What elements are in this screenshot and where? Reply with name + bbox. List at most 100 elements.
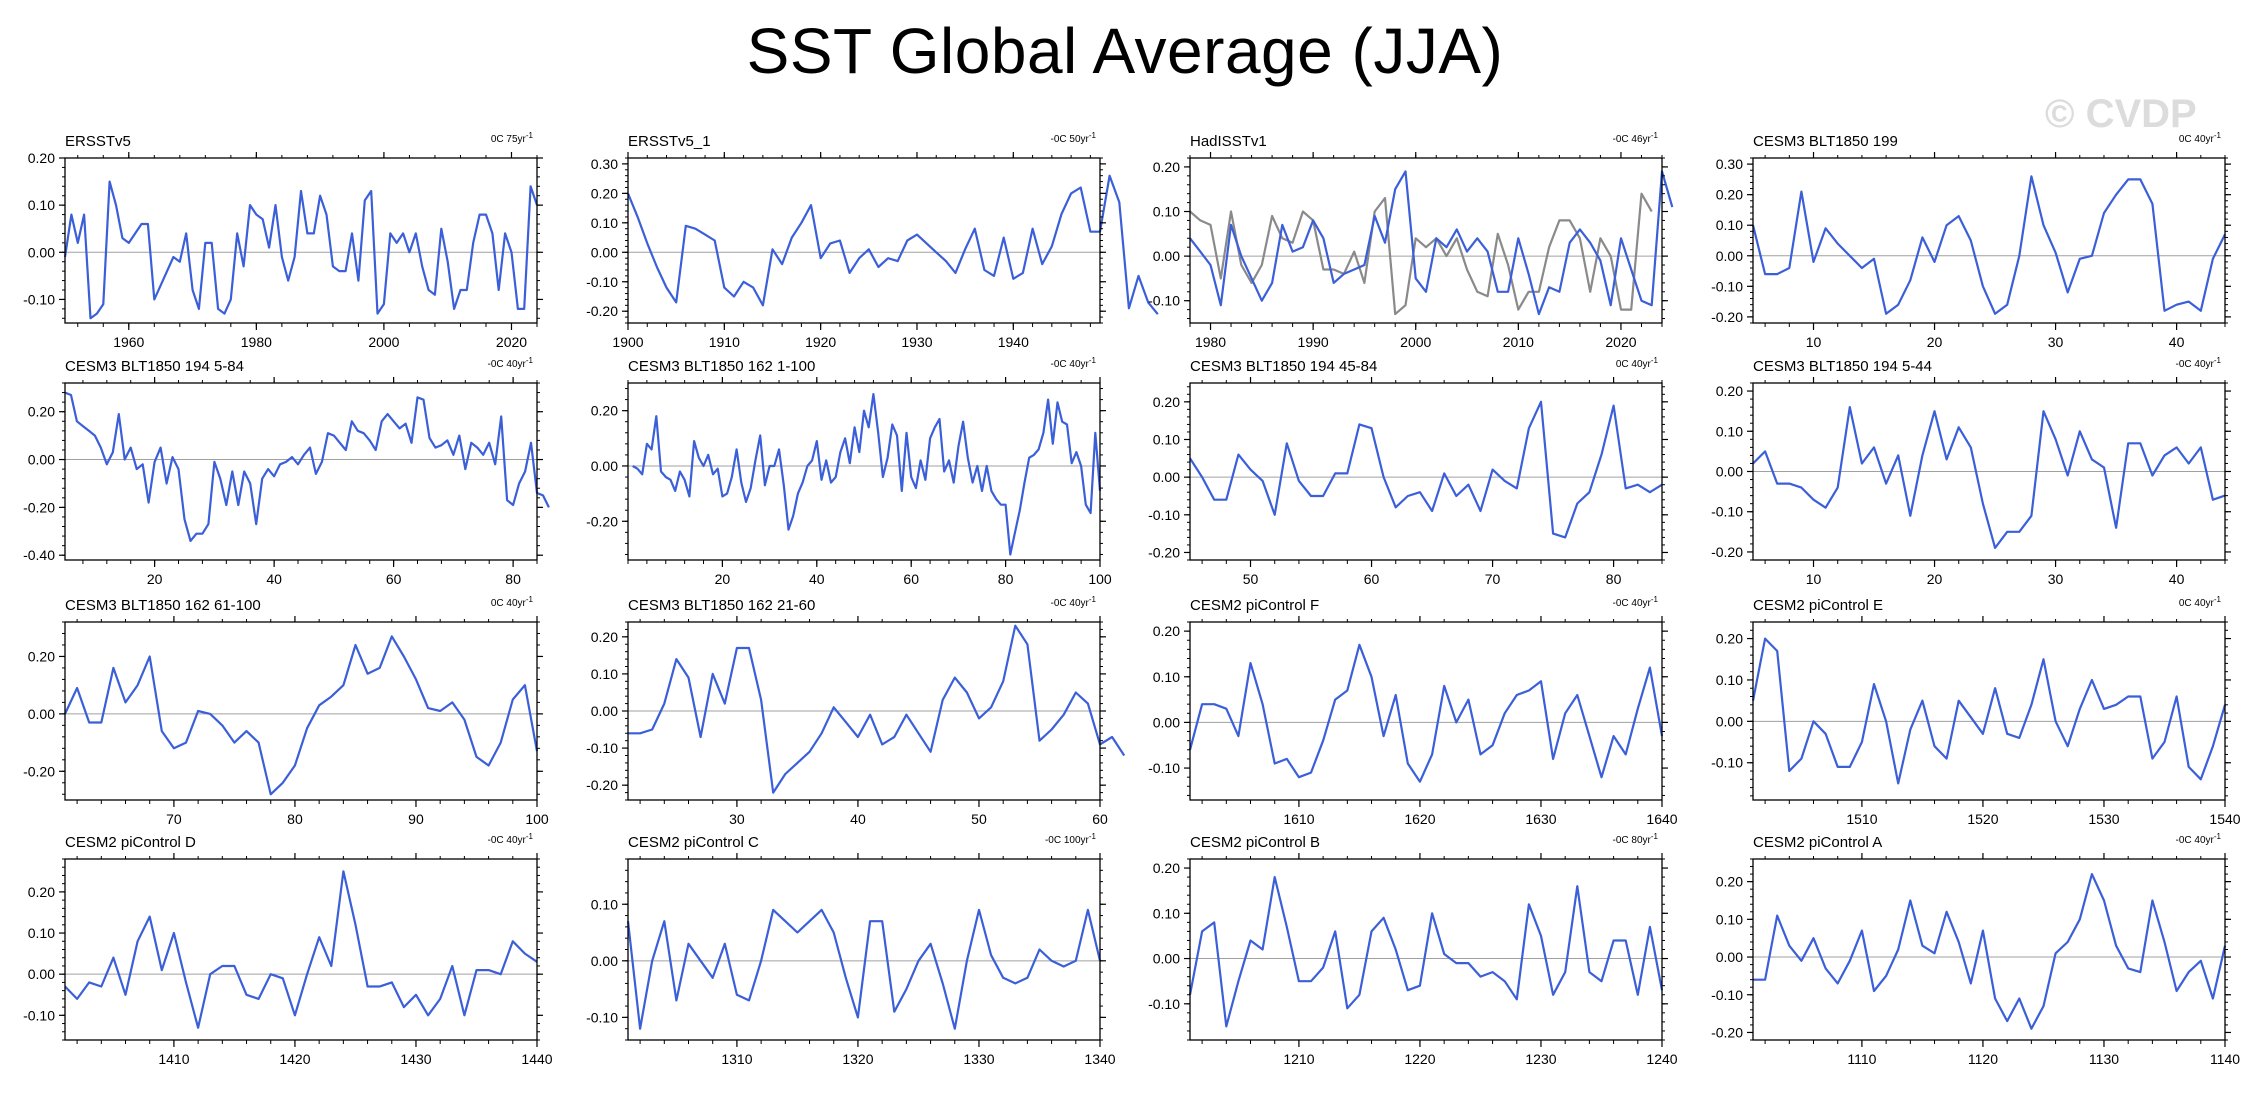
x-tick-label: 2020 <box>496 334 527 350</box>
series-line <box>626 174 1159 315</box>
x-tick-label: 1540 <box>2209 811 2240 827</box>
series-line <box>1751 637 2227 785</box>
x-tick-label: 1980 <box>241 334 272 350</box>
y-tick-label: 0.00 <box>1153 248 1180 264</box>
trend-label: -0C 46yr-1 <box>1613 131 1659 145</box>
x-tick-label: 100 <box>1088 571 1112 587</box>
y-tick-label: -0.10 <box>586 740 618 756</box>
y-tick-label: -0.10 <box>1711 278 1743 294</box>
x-tick-label: 1900 <box>612 334 643 350</box>
trend-label: 0C 40yr-1 <box>2179 595 2222 609</box>
trend-label: -0C 40yr-1 <box>1051 356 1097 370</box>
x-tick-label: 70 <box>1485 571 1501 587</box>
x-tick-label: 80 <box>998 571 1014 587</box>
panel-13: -0.10 0.00 0.10 0.20 1410 1420 1430 1440 CESM2 p… <box>23 832 553 1067</box>
y-tick-label: 0.10 <box>1716 217 1743 233</box>
plot-frame <box>64 157 538 324</box>
x-tick-label: 1420 <box>279 1051 310 1067</box>
x-tick-label: 10 <box>1806 571 1822 587</box>
panel-title: CESM3 BLT1850 162 1-100 <box>628 358 815 375</box>
series-line <box>1188 875 1664 1028</box>
x-tick-label: 1340 <box>1084 1051 1115 1067</box>
y-tick-label: -0.10 <box>1148 293 1180 309</box>
x-tick-label: 2010 <box>1503 334 1534 350</box>
x-tick-label: 40 <box>2169 571 2185 587</box>
y-tick-label: -0.10 <box>23 291 55 307</box>
series-line <box>1189 400 1663 539</box>
x-tick-label: 1530 <box>2088 811 2119 827</box>
panel-title: CESM3 BLT1850 199 <box>1753 133 1898 150</box>
trend-label: -0C 40yr-1 <box>488 832 534 846</box>
x-tick-label: 40 <box>2169 334 2185 350</box>
x-tick-label: 80 <box>505 571 521 587</box>
panel-16: -0.20 -0.10 0.00 0.10 0.20 1110 1120 1130 1140 CE… <box>1711 832 2240 1067</box>
panel-title: CESM2 piControl F <box>1190 597 1319 614</box>
page-title: SST Global Average (JJA) <box>746 15 1504 87</box>
y-tick-label: 0.20 <box>591 629 618 645</box>
panel-2: -0.20 -0.10 0.00 0.10 0.20 0.30 1900 1910 1920 19… <box>586 131 1159 350</box>
y-tick-label: 0.00 <box>1716 464 1743 480</box>
y-tick-label: 0.20 <box>1153 159 1180 175</box>
y-tick-label: -0.10 <box>1711 504 1743 520</box>
y-tick-label: -0.20 <box>23 499 55 515</box>
trend-label: -0C 100yr-1 <box>1045 832 1097 846</box>
x-tick-label: 20 <box>147 571 163 587</box>
x-tick-label: 40 <box>850 811 866 827</box>
x-tick-label: 1620 <box>1404 811 1435 827</box>
x-tick-label: 1520 <box>1967 811 1998 827</box>
x-tick-label: 80 <box>287 811 303 827</box>
x-tick-label: 90 <box>408 811 424 827</box>
y-tick-label: 0.00 <box>28 244 55 260</box>
panel-15: -0.10 0.00 0.10 0.20 1210 1220 1230 1240 CESM2 p… <box>1148 832 1678 1067</box>
x-tick-label: 1910 <box>709 334 740 350</box>
y-tick-label: -0.20 <box>1148 544 1180 560</box>
y-tick-label: 0.10 <box>1153 669 1180 685</box>
y-tick-label: 0.10 <box>1716 911 1743 927</box>
y-tick-label: -0.40 <box>23 547 55 563</box>
panel-title: ERSSTv5 <box>65 133 131 150</box>
x-tick-label: 30 <box>2048 334 2064 350</box>
x-tick-label: 50 <box>1243 571 1259 587</box>
panel-4: -0.20 -0.10 0.00 0.10 0.20 0.30 10 20 30 40 CESM3 … <box>1711 131 2231 350</box>
panel-title: ERSSTv5_1 <box>628 133 711 150</box>
series-line <box>1189 192 1653 316</box>
panel-title: CESM2 piControl B <box>1190 834 1320 851</box>
x-tick-label: 2000 <box>368 334 399 350</box>
x-tick-label: 1510 <box>1846 811 1877 827</box>
x-tick-label: 2020 <box>1605 334 1636 350</box>
y-tick-label: -0.20 <box>586 513 618 529</box>
plot-frame <box>1752 157 2226 324</box>
y-tick-label: 0.00 <box>591 458 618 474</box>
x-tick-label: 1410 <box>158 1051 189 1067</box>
x-tick-label: 1130 <box>2089 1051 2119 1067</box>
x-tick-label: 1330 <box>963 1051 994 1067</box>
plot-frame <box>1189 382 1663 561</box>
y-tick-label: 0.20 <box>1716 187 1743 203</box>
panel-6: -0.20 0.00 0.20 20 40 60 80 100 CESM3 BLT1850 16… <box>586 356 1112 587</box>
y-tick-label: 0.30 <box>591 156 618 172</box>
x-tick-label: 20 <box>1927 334 1943 350</box>
y-tick-label: 0.20 <box>1153 623 1180 639</box>
y-tick-label: 0.10 <box>1716 423 1743 439</box>
x-tick-label: 80 <box>1606 571 1622 587</box>
y-tick-label: 0.10 <box>591 666 618 682</box>
panel-title: CESM2 piControl D <box>65 834 196 851</box>
x-tick-label: 1960 <box>113 334 144 350</box>
y-tick-label: 0.20 <box>28 150 55 166</box>
plot-frame <box>627 382 1101 561</box>
y-tick-label: -0.20 <box>586 777 618 793</box>
x-tick-label: 60 <box>1092 811 1108 827</box>
panel-title: CESM3 BLT1850 194 45-84 <box>1190 358 1377 375</box>
x-tick-label: 30 <box>729 811 745 827</box>
x-tick-label: 1240 <box>1646 1051 1677 1067</box>
trend-label: -0C 40yr-1 <box>2176 356 2222 370</box>
panel-title: CESM3 BLT1850 162 61-100 <box>65 597 261 614</box>
y-tick-label: -0.20 <box>1711 309 1743 325</box>
panel-title: CESM3 BLT1850 162 21-60 <box>628 597 815 614</box>
x-tick-label: 1310 <box>721 1051 752 1067</box>
trend-label: 0C 40yr-1 <box>2179 131 2222 145</box>
x-tick-label: 1230 <box>1525 1051 1556 1067</box>
y-tick-label: -0.10 <box>1148 760 1180 776</box>
x-tick-label: 20 <box>1927 571 1943 587</box>
x-tick-label: 1210 <box>1283 1051 1314 1067</box>
